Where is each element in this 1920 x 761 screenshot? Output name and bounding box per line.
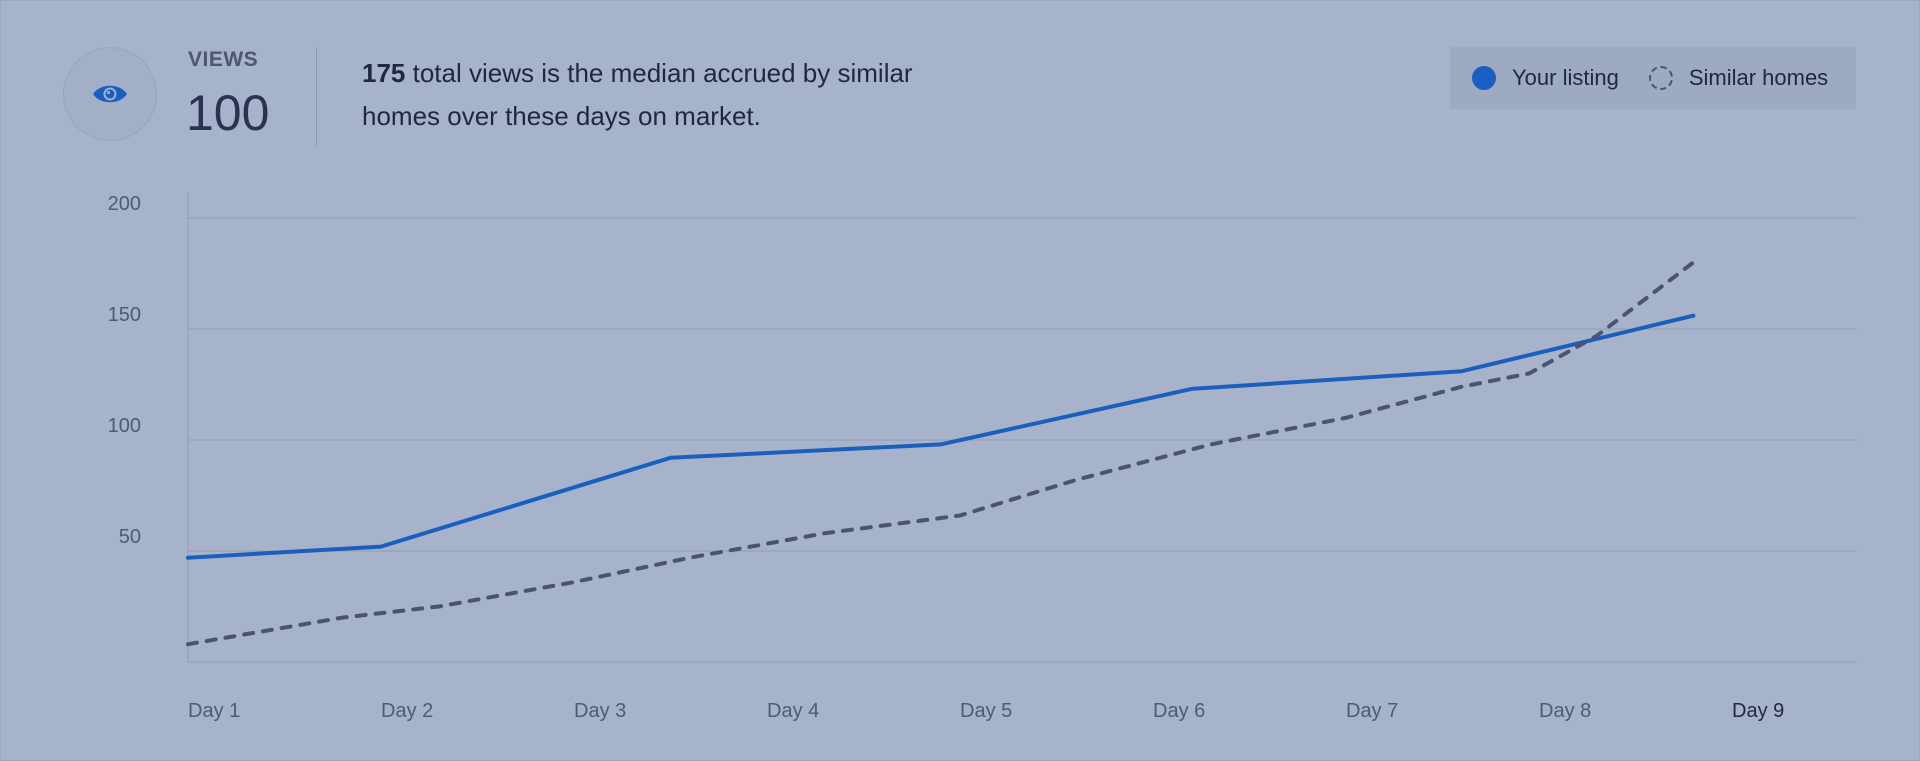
x-tick-label-7: Day 7 — [1346, 700, 1398, 722]
header-divider — [316, 47, 317, 147]
x-tick-label-4: Day 4 — [767, 700, 819, 722]
series-line-similar-homes — [186, 260, 1696, 647]
y-tick-label-200: 200 — [108, 193, 141, 215]
legend-label-your-listing: Your listing — [1512, 65, 1619, 90]
y-tick-label-150: 150 — [108, 304, 141, 326]
x-tick-label-8: Day 8 — [1539, 700, 1591, 722]
median-description: 175 total views is the median accrued by… — [362, 52, 922, 138]
x-tick-label-6: Day 6 — [1153, 700, 1205, 722]
x-tick-label-5: Day 5 — [960, 700, 1012, 722]
median-text: total views is the median accrued by sim… — [362, 58, 913, 131]
legend-item-similar-homes: Similar homes — [1648, 65, 1829, 91]
x-tick-label-3: Day 3 — [574, 700, 626, 722]
x-tick-label-2: Day 2 — [381, 700, 433, 722]
x-tick-label-9: Day 9 — [1732, 700, 1784, 722]
eye-icon — [93, 85, 127, 103]
y-tick-label-100: 100 — [108, 415, 141, 437]
median-value: 175 — [362, 58, 406, 88]
legend-label-similar-homes: Similar homes — [1688, 65, 1829, 90]
dashed-circle-icon — [1648, 66, 1673, 90]
legend-item-your-listing: Your listing — [1472, 65, 1619, 91]
series-line-your-listing — [186, 313, 1696, 560]
views-icon-badge — [63, 47, 157, 141]
x-tick-label-1: Day 1 — [188, 700, 240, 722]
views-value: 100 — [186, 85, 270, 141]
views-label: VIEWS — [188, 48, 259, 71]
solid-dot-icon — [1472, 66, 1496, 90]
chart-legend: Your listing Similar homes — [1450, 47, 1856, 109]
y-tick-label-50: 50 — [119, 526, 141, 548]
